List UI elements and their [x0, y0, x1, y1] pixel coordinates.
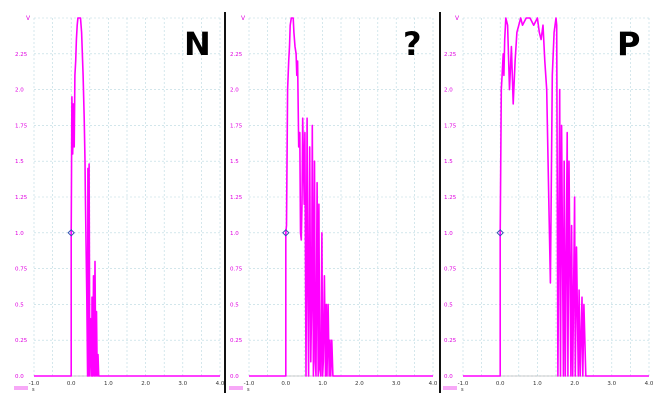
x-tick-label: 2.0: [355, 381, 364, 387]
x-tick-label: 3.0: [607, 381, 616, 387]
panel-label-question: ?: [403, 25, 422, 63]
x-tick-label: 0.0: [67, 381, 76, 387]
trigger-marker: [496, 229, 504, 237]
y-tick-label: 2.0: [444, 88, 453, 94]
legend-chip: [443, 386, 457, 390]
series-trace: [34, 17, 220, 377]
y-tick-label: 0.75: [230, 267, 243, 273]
y-tick-label: 0.25: [15, 338, 28, 344]
chart-panel-p: 0.0 0.25 0.5 0.75 1.0 1.25 1.5 1.75 2.0 2.25 V -1.0…: [441, 12, 655, 393]
series-trace: [463, 17, 649, 377]
y-unit-label: V: [26, 15, 31, 22]
x-tick-label: 1.0: [104, 381, 113, 387]
x-tick-label: 3.0: [392, 381, 401, 387]
trigger-marker: [67, 229, 75, 237]
y-tick-label: 1.75: [230, 123, 243, 129]
x-tick-label: 0.0: [496, 381, 505, 387]
y-tick-label: 0.0: [15, 374, 24, 380]
y-tick-label: 1.0: [444, 231, 453, 237]
y-tick-label: 0.25: [444, 338, 457, 344]
x-unit-label: s: [247, 387, 250, 393]
y-tick-label: 1.25: [444, 195, 457, 201]
panel-divider: [439, 12, 441, 393]
trigger-marker: [282, 229, 290, 237]
x-tick-label: -1.0: [244, 381, 255, 387]
chart-svg-n: 0.0 0.25 0.5 0.75 1.0 1.25 1.5 1.75 2.0 2.25 V -1.0…: [14, 15, 225, 393]
y-tick-label: 0.25: [230, 338, 243, 344]
x-tick-label: 0.0: [281, 381, 290, 387]
x-tick-label: 1.0: [318, 381, 327, 387]
y-tick-label: 2.25: [15, 52, 28, 58]
x-tick-label: 3.0: [178, 381, 187, 387]
panel-divider: [224, 12, 226, 393]
x-tick-label: 2.0: [141, 381, 150, 387]
x-tick-label: 4.0: [645, 381, 654, 387]
chart-panel-n: 0.0 0.25 0.5 0.75 1.0 1.25 1.5 1.75 2.0 2.25 V -1.0…: [12, 12, 225, 393]
y-tick-label: 1.0: [230, 231, 239, 237]
y-tick-label: 2.25: [444, 52, 457, 58]
x-tick-label: 4.0: [429, 381, 438, 387]
legend-chip: [14, 386, 28, 390]
x-unit-label: s: [461, 387, 464, 393]
chart-panel-question: 0.0 0.25 0.5 0.75 1.0 1.25 1.5 1.75 2.0 2.25 V -1.0…: [227, 12, 439, 393]
y-tick-label: 1.5: [15, 159, 24, 165]
y-unit-label: V: [455, 15, 460, 22]
y-tick-label: 1.0: [15, 231, 24, 237]
y-tick-label: 0.0: [444, 374, 453, 380]
y-tick-label: 2.25: [230, 52, 243, 58]
y-tick-label: 0.0: [230, 374, 239, 380]
chart-svg-p: 0.0 0.25 0.5 0.75 1.0 1.25 1.5 1.75 2.0 2.25 V -1.0…: [443, 15, 654, 393]
y-tick-label: 0.5: [444, 302, 453, 308]
y-tick-label: 0.75: [15, 267, 28, 273]
legend-chip: [229, 386, 243, 390]
y-tick-label: 1.25: [15, 195, 28, 201]
x-tick-label: 4.0: [216, 381, 225, 387]
y-tick-label: 2.0: [15, 88, 24, 94]
y-tick-label: 1.5: [444, 159, 453, 165]
x-unit-label: s: [32, 387, 35, 393]
y-tick-label: 0.5: [230, 302, 239, 308]
series-trace: [249, 17, 433, 377]
y-tick-label: 0.75: [444, 267, 457, 273]
chart-svg-question: 0.0 0.25 0.5 0.75 1.0 1.25 1.5 1.75 2.0 2.25 V -1.0…: [229, 15, 438, 393]
y-tick-label: 1.75: [444, 123, 457, 129]
y-tick-label: 1.5: [230, 159, 239, 165]
x-tick-label: -1.0: [458, 381, 469, 387]
y-tick-label: 1.25: [230, 195, 243, 201]
x-tick-label: -1.0: [29, 381, 40, 387]
panel-label-p: P: [617, 25, 641, 63]
panel-label-n: N: [184, 25, 211, 63]
y-unit-label: V: [241, 15, 246, 22]
x-tick-label: 1.0: [533, 381, 542, 387]
x-tick-label: 2.0: [570, 381, 579, 387]
y-tick-label: 1.75: [15, 123, 28, 129]
y-tick-label: 2.0: [230, 88, 239, 94]
y-tick-label: 0.5: [15, 302, 24, 308]
